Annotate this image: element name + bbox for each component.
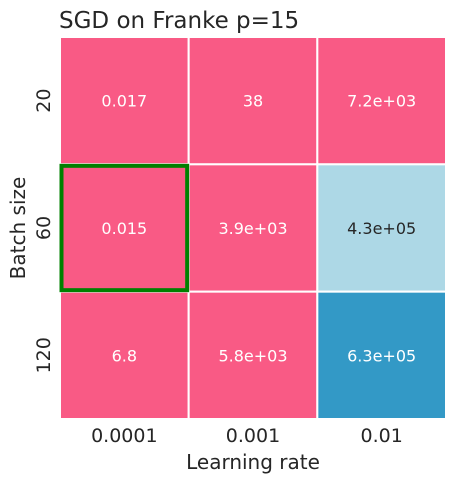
y-tick-label: 20 bbox=[33, 89, 55, 113]
x-tick-labels: 0.0001 0.001 0.01 bbox=[91, 425, 403, 447]
y-axis-label: Batch size bbox=[6, 177, 30, 280]
heatmap-cell-r1-c0 bbox=[59, 163, 190, 293]
heatmap-cells: 0.017 38 7.2e+03 0.015 3.9e+03 4.3e+05 6.8 5.8e… bbox=[59, 36, 448, 420]
highlight-box bbox=[59, 163, 190, 293]
heatmap-cell-r0-c1 bbox=[187, 36, 319, 166]
cell-value-label-r2-c2: 6.3e+05 bbox=[347, 346, 416, 365]
heatmap-cell-r0-c0 bbox=[59, 36, 190, 166]
y-tick-label: 60 bbox=[33, 216, 55, 240]
cell-value-label-r1-c1: 3.9e+03 bbox=[218, 219, 287, 238]
cell-value-label-r0-c0: 0.017 bbox=[101, 92, 147, 111]
cell-value-label-r1-c0: 0.015 bbox=[101, 219, 147, 238]
x-tick-label: 0.01 bbox=[361, 425, 403, 447]
y-tick-labels: 20 60 120 bbox=[33, 89, 55, 374]
x-tick-label: 0.001 bbox=[226, 425, 280, 447]
y-tick-label: 120 bbox=[33, 337, 55, 373]
x-axis-label: Learning rate bbox=[186, 450, 320, 474]
heatmap-cell-r2-c2 bbox=[316, 290, 448, 420]
heatmap-cell-r1-c2 bbox=[316, 163, 448, 293]
x-tick-label: 0.0001 bbox=[91, 425, 157, 447]
chart-title: SGD on Franke p=15 bbox=[59, 8, 299, 34]
cell-value-label-r2-c0: 6.8 bbox=[112, 346, 137, 365]
cell-value-label-r2-c1: 5.8e+03 bbox=[218, 346, 287, 365]
cell-value-label-r0-c2: 7.2e+03 bbox=[347, 92, 416, 111]
heatmap-cell-r0-c2 bbox=[316, 36, 448, 166]
heatmap-cell-r2-c0 bbox=[59, 290, 190, 420]
cell-value-label-r1-c2: 4.3e+05 bbox=[347, 219, 416, 238]
heatmap-cell-r2-c1 bbox=[187, 290, 319, 420]
cell-value-label-r0-c1: 38 bbox=[243, 92, 263, 111]
